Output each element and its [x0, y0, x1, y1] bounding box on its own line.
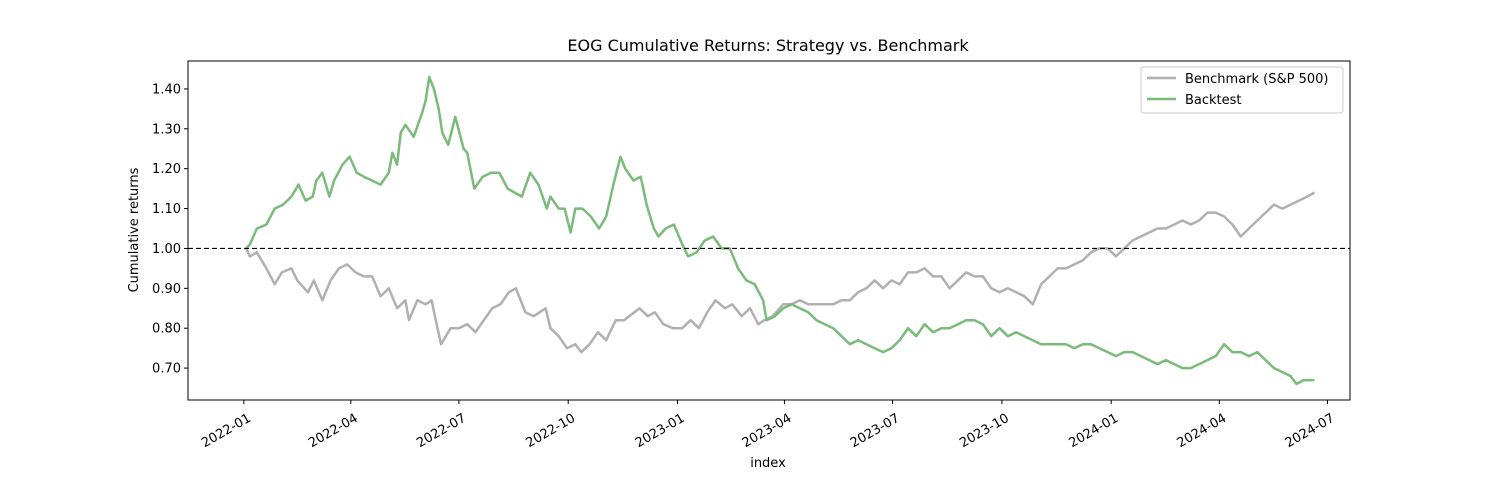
plot-frame	[187, 60, 1351, 401]
chart-title: EOG Cumulative Returns: Strategy vs. Ben…	[567, 36, 969, 55]
y-axis-label: Cumulative returns	[127, 167, 142, 292]
plot-area	[187, 60, 1351, 401]
y-tick-label: 1.20	[152, 162, 181, 177]
y-tick-label: 0.80	[152, 322, 181, 337]
x-axis-label: index	[750, 456, 786, 471]
y-tick-label: 1.10	[152, 202, 181, 217]
legend-box	[1140, 66, 1344, 114]
series-layer	[245, 75, 1316, 386]
legend-label-benchmark: Benchmark (S&P 500)	[1185, 72, 1329, 87]
y-tick-label: 1.30	[152, 122, 181, 137]
legend-label-backtest: Backtest	[1185, 93, 1242, 108]
y-tick-label: 0.90	[152, 282, 181, 297]
y-tick-label: 1.40	[152, 82, 181, 97]
legend: Benchmark (S&P 500) Backtest	[1140, 66, 1344, 114]
series-line-backtest	[245, 75, 1315, 386]
y-axis: 0.70 0.80 0.90 1.00 1.10 1.20 1.30 1.40	[152, 82, 188, 377]
y-tick-label: 1.00	[152, 242, 181, 257]
y-tick-label: 0.70	[152, 362, 181, 377]
